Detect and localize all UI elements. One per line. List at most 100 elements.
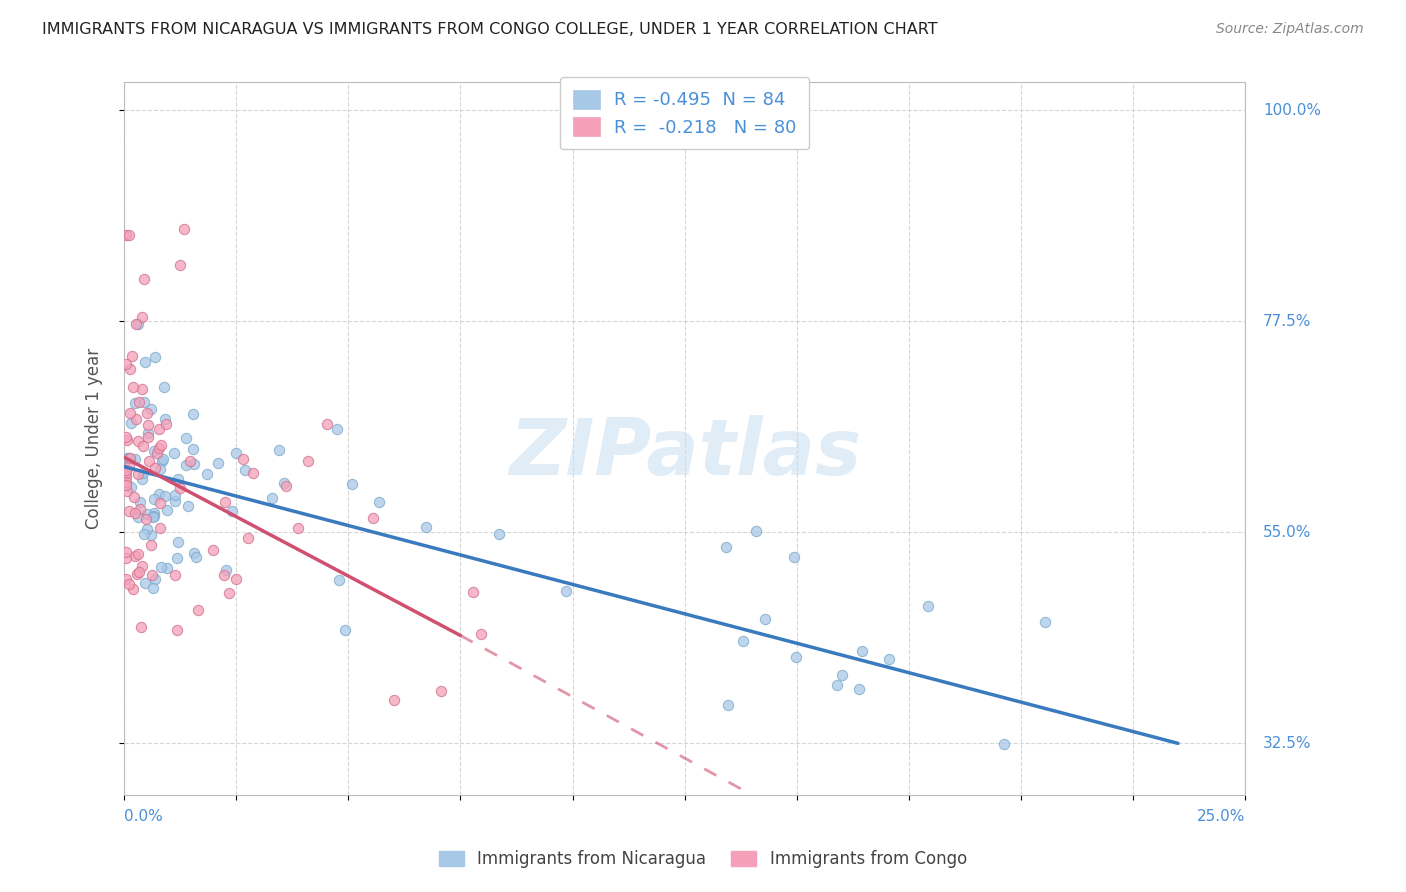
Point <box>186 549 208 564</box>
Point <box>143 573 166 587</box>
Point <box>121 349 143 363</box>
Point <box>132 272 155 286</box>
Point <box>134 395 156 409</box>
Text: 25.0%: 25.0% <box>1197 809 1246 824</box>
Text: 0.0%: 0.0% <box>124 809 163 824</box>
Point <box>129 620 152 634</box>
Point <box>470 627 492 641</box>
Point <box>143 491 166 506</box>
Point <box>143 443 166 458</box>
Point <box>181 407 204 421</box>
Point <box>142 509 165 524</box>
Point <box>831 668 853 682</box>
Point <box>136 418 159 433</box>
Point <box>225 446 247 460</box>
Point <box>733 634 755 648</box>
Point <box>120 406 142 420</box>
Point <box>135 507 157 521</box>
Point <box>128 495 150 509</box>
Point <box>328 574 350 588</box>
Point <box>131 558 153 573</box>
Point <box>115 466 138 480</box>
Point <box>717 698 740 712</box>
Point <box>207 456 229 470</box>
Point <box>139 528 162 542</box>
Point <box>138 454 160 468</box>
Point <box>131 382 153 396</box>
Point <box>143 461 166 475</box>
Point <box>149 462 172 476</box>
Point <box>127 317 149 331</box>
Point <box>174 431 197 445</box>
Point <box>115 475 138 490</box>
Point <box>153 412 176 426</box>
Point <box>917 599 939 614</box>
Point <box>121 380 143 394</box>
Point <box>218 586 240 600</box>
Point <box>143 351 166 365</box>
Point <box>382 693 405 707</box>
Point <box>152 451 174 466</box>
Point <box>125 566 148 581</box>
Point <box>146 446 169 460</box>
Point <box>155 417 177 431</box>
Point <box>117 504 139 518</box>
Point <box>124 452 146 467</box>
Point <box>174 458 197 472</box>
Point <box>783 549 806 564</box>
Text: IMMIGRANTS FROM NICARAGUA VS IMMIGRANTS FROM CONGO COLLEGE, UNDER 1 YEAR CORRELA: IMMIGRANTS FROM NICARAGUA VS IMMIGRANTS … <box>42 22 938 37</box>
Point <box>166 623 188 637</box>
Point <box>127 547 149 561</box>
Point <box>785 649 807 664</box>
Point <box>166 550 188 565</box>
Text: Source: ZipAtlas.com: Source: ZipAtlas.com <box>1216 22 1364 37</box>
Point <box>461 584 484 599</box>
Point <box>714 540 737 554</box>
Point <box>115 478 138 492</box>
Point <box>138 430 160 444</box>
Point <box>124 396 146 410</box>
Point <box>1033 615 1056 629</box>
Point <box>214 495 236 509</box>
Point <box>131 310 153 324</box>
Point <box>150 438 173 452</box>
Point <box>132 439 155 453</box>
Point <box>181 442 204 456</box>
Point <box>132 526 155 541</box>
Point <box>745 524 768 538</box>
Legend: R = -0.495  N = 84, R =  -0.218   N = 80: R = -0.495 N = 84, R = -0.218 N = 80 <box>560 77 810 149</box>
Point <box>125 317 148 331</box>
Point <box>120 451 142 466</box>
Point <box>124 506 146 520</box>
Point <box>128 434 150 448</box>
Point <box>225 572 247 586</box>
Point <box>233 463 256 477</box>
Point <box>825 678 848 692</box>
Point <box>118 450 141 465</box>
Point <box>269 443 291 458</box>
Point <box>297 454 319 468</box>
Point <box>169 258 191 272</box>
Point <box>115 430 138 444</box>
Point <box>201 542 224 557</box>
Point <box>415 520 437 534</box>
Point <box>142 581 165 595</box>
Point <box>187 603 209 617</box>
Point <box>115 470 138 484</box>
Point <box>115 463 138 477</box>
Point <box>488 526 510 541</box>
Point <box>117 451 139 466</box>
Point <box>115 433 138 447</box>
Text: 100.0%: 100.0% <box>1263 103 1322 118</box>
Text: ZIPatlas: ZIPatlas <box>509 415 860 491</box>
Point <box>848 682 870 697</box>
Point <box>212 568 235 582</box>
Point <box>153 489 176 503</box>
Point <box>120 416 142 430</box>
Point <box>183 546 205 560</box>
Point <box>136 425 159 440</box>
Point <box>361 510 384 524</box>
Point <box>128 395 150 409</box>
Point <box>165 488 187 502</box>
Point <box>169 481 191 495</box>
